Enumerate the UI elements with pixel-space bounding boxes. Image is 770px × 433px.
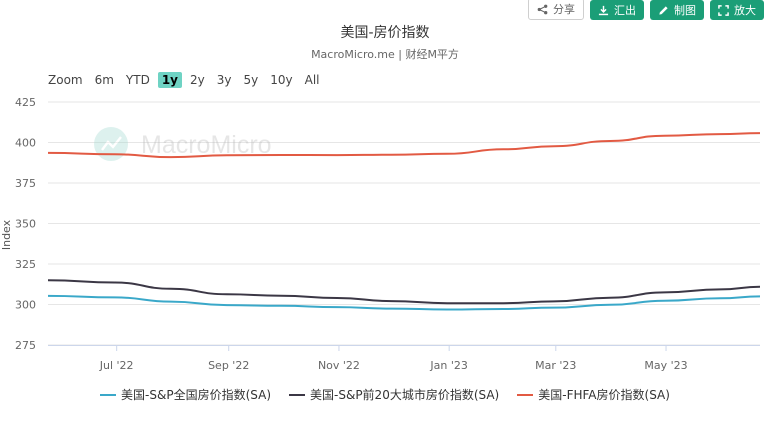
gridlines [48, 101, 760, 346]
export-label: 汇出 [614, 4, 636, 17]
x-tick-label: Jan '23 [429, 359, 467, 372]
expand-icon [718, 4, 729, 16]
zoom-5y-button[interactable]: 5y [243, 73, 259, 87]
zoom-2y-button[interactable]: 2y [190, 73, 205, 87]
legend-swatch [289, 393, 306, 396]
chart-subtitle: MacroMicro.me | 财经M平方 [311, 48, 459, 61]
legend-label: 美国-S&P全国房价指数(SA) [121, 388, 272, 402]
y-axis-ticks: 275 300 325 350 375 400 425 [15, 96, 36, 352]
zoom-10y-button[interactable]: 10y [270, 73, 293, 87]
zoom-all-button[interactable]: All [304, 73, 320, 87]
legend-swatch [100, 393, 117, 396]
chart-title: 美国-房价指数 [340, 25, 430, 41]
fullscreen-label: 放大 [734, 4, 756, 17]
series-line-1 [47, 294, 761, 311]
x-tick-label: Sep '22 [208, 359, 249, 372]
share-button[interactable]: 分享 [528, 0, 584, 20]
series-line-3 [47, 132, 761, 159]
x-tick-label: Nov '22 [318, 359, 360, 372]
y-tick-label: 350 [15, 218, 36, 231]
y-tick-label: 375 [15, 177, 36, 190]
export-button[interactable]: 汇出 [590, 0, 644, 20]
y-tick-label: 300 [15, 299, 36, 312]
series-line-2 [47, 279, 761, 305]
pencil-icon [658, 5, 669, 16]
y-axis-label: Index [0, 219, 13, 250]
watermark-logo-icon [94, 127, 128, 161]
zoom-selector: Zoom 6m YTD 1y 2y 3y 5y 10y All [48, 72, 324, 88]
x-tick-label: Mar '23 [535, 359, 576, 372]
make-chart-button[interactable]: 制图 [650, 0, 704, 20]
share-icon [537, 4, 548, 15]
share-label: 分享 [553, 3, 575, 16]
y-tick-label: 275 [15, 339, 36, 352]
zoom-3y-button[interactable]: 3y [216, 73, 232, 87]
fullscreen-button[interactable]: 放大 [710, 0, 764, 20]
legend-item-sp-20-city[interactable]: 美国-S&P前20大城市房价指数(SA) [289, 386, 499, 403]
x-axis-ticks: Jul '22 Sep '22 Nov '22 Jan '23 Mar '23 May '… [99, 345, 688, 372]
legend-item-sp-national[interactable]: 美国-S&P全国房价指数(SA) [100, 386, 271, 403]
chart-toolbar: 分享 汇出 制图 放大 [528, 0, 764, 20]
series-lines [47, 132, 761, 311]
y-tick-label: 325 [15, 258, 36, 271]
download-icon [598, 5, 609, 16]
x-tick-label: May '23 [644, 359, 687, 372]
zoom-ytd-button[interactable]: YTD [125, 73, 150, 87]
x-tick-label: Jul '22 [99, 359, 134, 372]
y-tick-label: 400 [15, 137, 36, 150]
legend-label: 美国-S&P前20大城市房价指数(SA) [310, 388, 500, 402]
zoom-6m-button[interactable]: 6m [94, 73, 114, 87]
y-tick-label: 425 [15, 96, 36, 109]
legend-label: 美国-FHFA房价指数(SA) [538, 388, 670, 402]
zoom-1y-button[interactable]: 1y [157, 72, 182, 88]
chart-legend: 美国-S&P全国房价指数(SA) 美国-S&P前20大城市房价指数(SA) 美国… [0, 386, 770, 403]
legend-swatch [517, 393, 534, 396]
legend-item-fhfa[interactable]: 美国-FHFA房价指数(SA) [517, 386, 670, 403]
zoom-label: Zoom [48, 73, 83, 87]
make-chart-label: 制图 [674, 4, 696, 17]
